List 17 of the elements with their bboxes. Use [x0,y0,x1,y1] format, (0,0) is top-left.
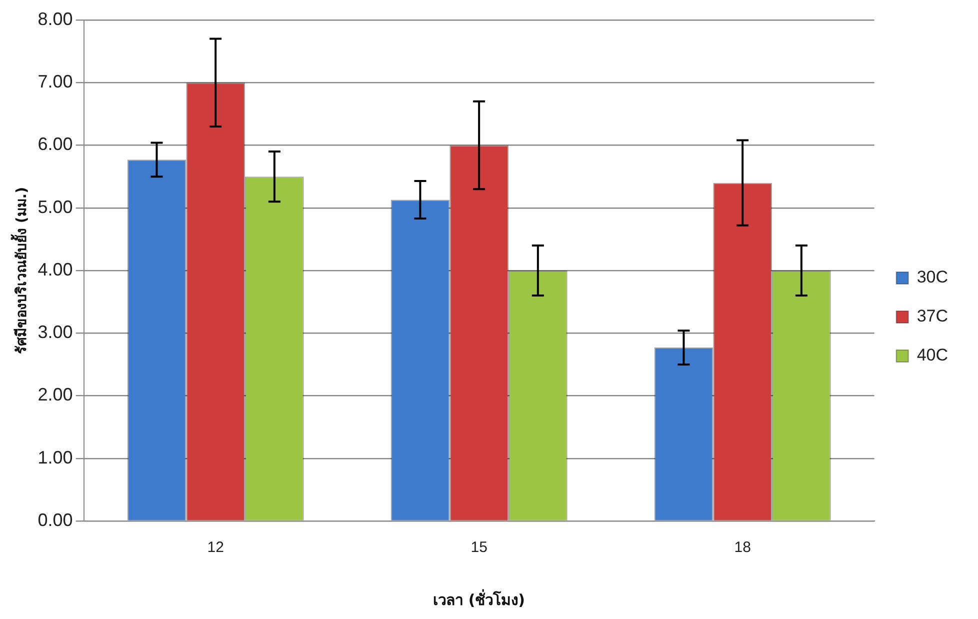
y-tick-label: 4.00 [38,259,73,280]
y-tick-label: 8.00 [38,8,73,29]
legend-label: 30C [916,268,948,287]
legend-label: 37C [916,306,948,326]
y-tick-label: 1.00 [38,447,73,468]
y-tick-label: 6.00 [38,134,73,154]
y-tick-label: 7.00 [38,72,73,92]
x-tick-label: 12 [207,539,224,556]
y-tick-label: 5.00 [38,196,73,217]
y-tick-label: 3.00 [38,322,73,342]
y-tick-label: 2.00 [38,384,73,405]
x-tick-label: 15 [470,539,488,556]
x-axis-title: เวลา (ชั่วโมง) [433,588,526,609]
y-tick-label: 0.00 [38,510,73,530]
legend-label: 40C [916,346,948,365]
y-axis-title: รัศมีของบริเวณยับยั้ง (มม.) [10,187,30,354]
x-tick-label: 18 [734,539,751,556]
